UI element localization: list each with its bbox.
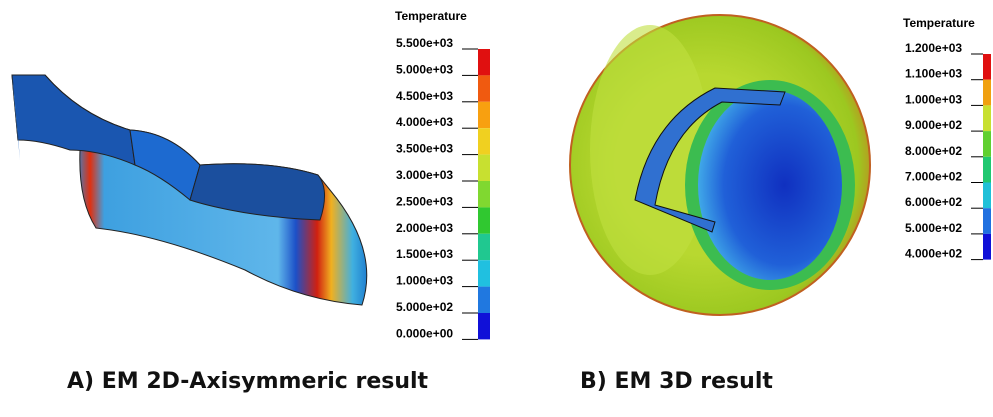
colorbar-segment xyxy=(983,105,991,131)
3d-model xyxy=(570,15,870,315)
axisymmetric-model xyxy=(12,75,367,305)
caption: B) EM 3D result xyxy=(580,369,773,394)
legend-label: 5.500e+03 xyxy=(396,36,453,50)
legend-label: 5.000e+02 xyxy=(905,221,962,235)
colorbar-segment xyxy=(983,157,991,183)
caption: A) EM 2D-Axisymmeric result xyxy=(67,369,429,394)
legend-label: 4.500e+03 xyxy=(396,89,453,103)
legend-label: 3.000e+03 xyxy=(396,168,453,182)
colorbar-segment xyxy=(478,207,490,233)
colorbar-segment xyxy=(478,102,490,128)
legend-label: 1.200e+03 xyxy=(905,41,962,55)
legend-label: 3.500e+03 xyxy=(396,142,453,156)
legend-label: 1.000e+03 xyxy=(396,274,453,288)
legend-label: 9.000e+02 xyxy=(905,118,962,132)
legend-label: 2.000e+03 xyxy=(396,221,453,235)
colorbar-segment xyxy=(983,80,991,106)
colorbar-segment xyxy=(983,208,991,234)
colorbar-segment xyxy=(983,131,991,157)
colorbar-segment xyxy=(983,183,991,209)
colorbar-segment xyxy=(983,54,991,80)
colorbar-segment xyxy=(478,75,490,101)
colorbar-segment xyxy=(983,234,991,260)
colorbar-segment xyxy=(478,313,490,339)
legend-label: 7.000e+02 xyxy=(905,170,962,184)
legend-title: Temperature xyxy=(395,9,467,23)
legend-label: 2.500e+03 xyxy=(396,194,453,208)
colorbar-segment xyxy=(478,260,490,286)
figure: Temperature 5.500e+03 5.000e+03 4.500e+03 4.… xyxy=(0,0,993,412)
colorbar-segment xyxy=(478,49,490,75)
legend-title: Temperature xyxy=(903,16,975,30)
legend-label: 4.000e+03 xyxy=(396,115,453,129)
colorbar-segment xyxy=(478,181,490,207)
legend-label: 6.000e+02 xyxy=(905,195,962,209)
legend-label: 1.500e+03 xyxy=(396,247,453,261)
legend-label: 8.000e+02 xyxy=(905,144,962,158)
colorbar-segment xyxy=(478,128,490,154)
legend-label: 1.000e+03 xyxy=(905,92,962,106)
colorbar-segment xyxy=(478,287,490,313)
legend-label: 5.000e+03 xyxy=(396,62,453,76)
legend-label: 4.000e+02 xyxy=(905,247,962,261)
legend-label: 5.000e+02 xyxy=(396,300,453,314)
legend-label: 0.000e+00 xyxy=(396,326,453,340)
legend-label: 1.100e+03 xyxy=(905,67,962,81)
colorbar-segment xyxy=(478,155,490,181)
colorbar-segment xyxy=(478,234,490,260)
